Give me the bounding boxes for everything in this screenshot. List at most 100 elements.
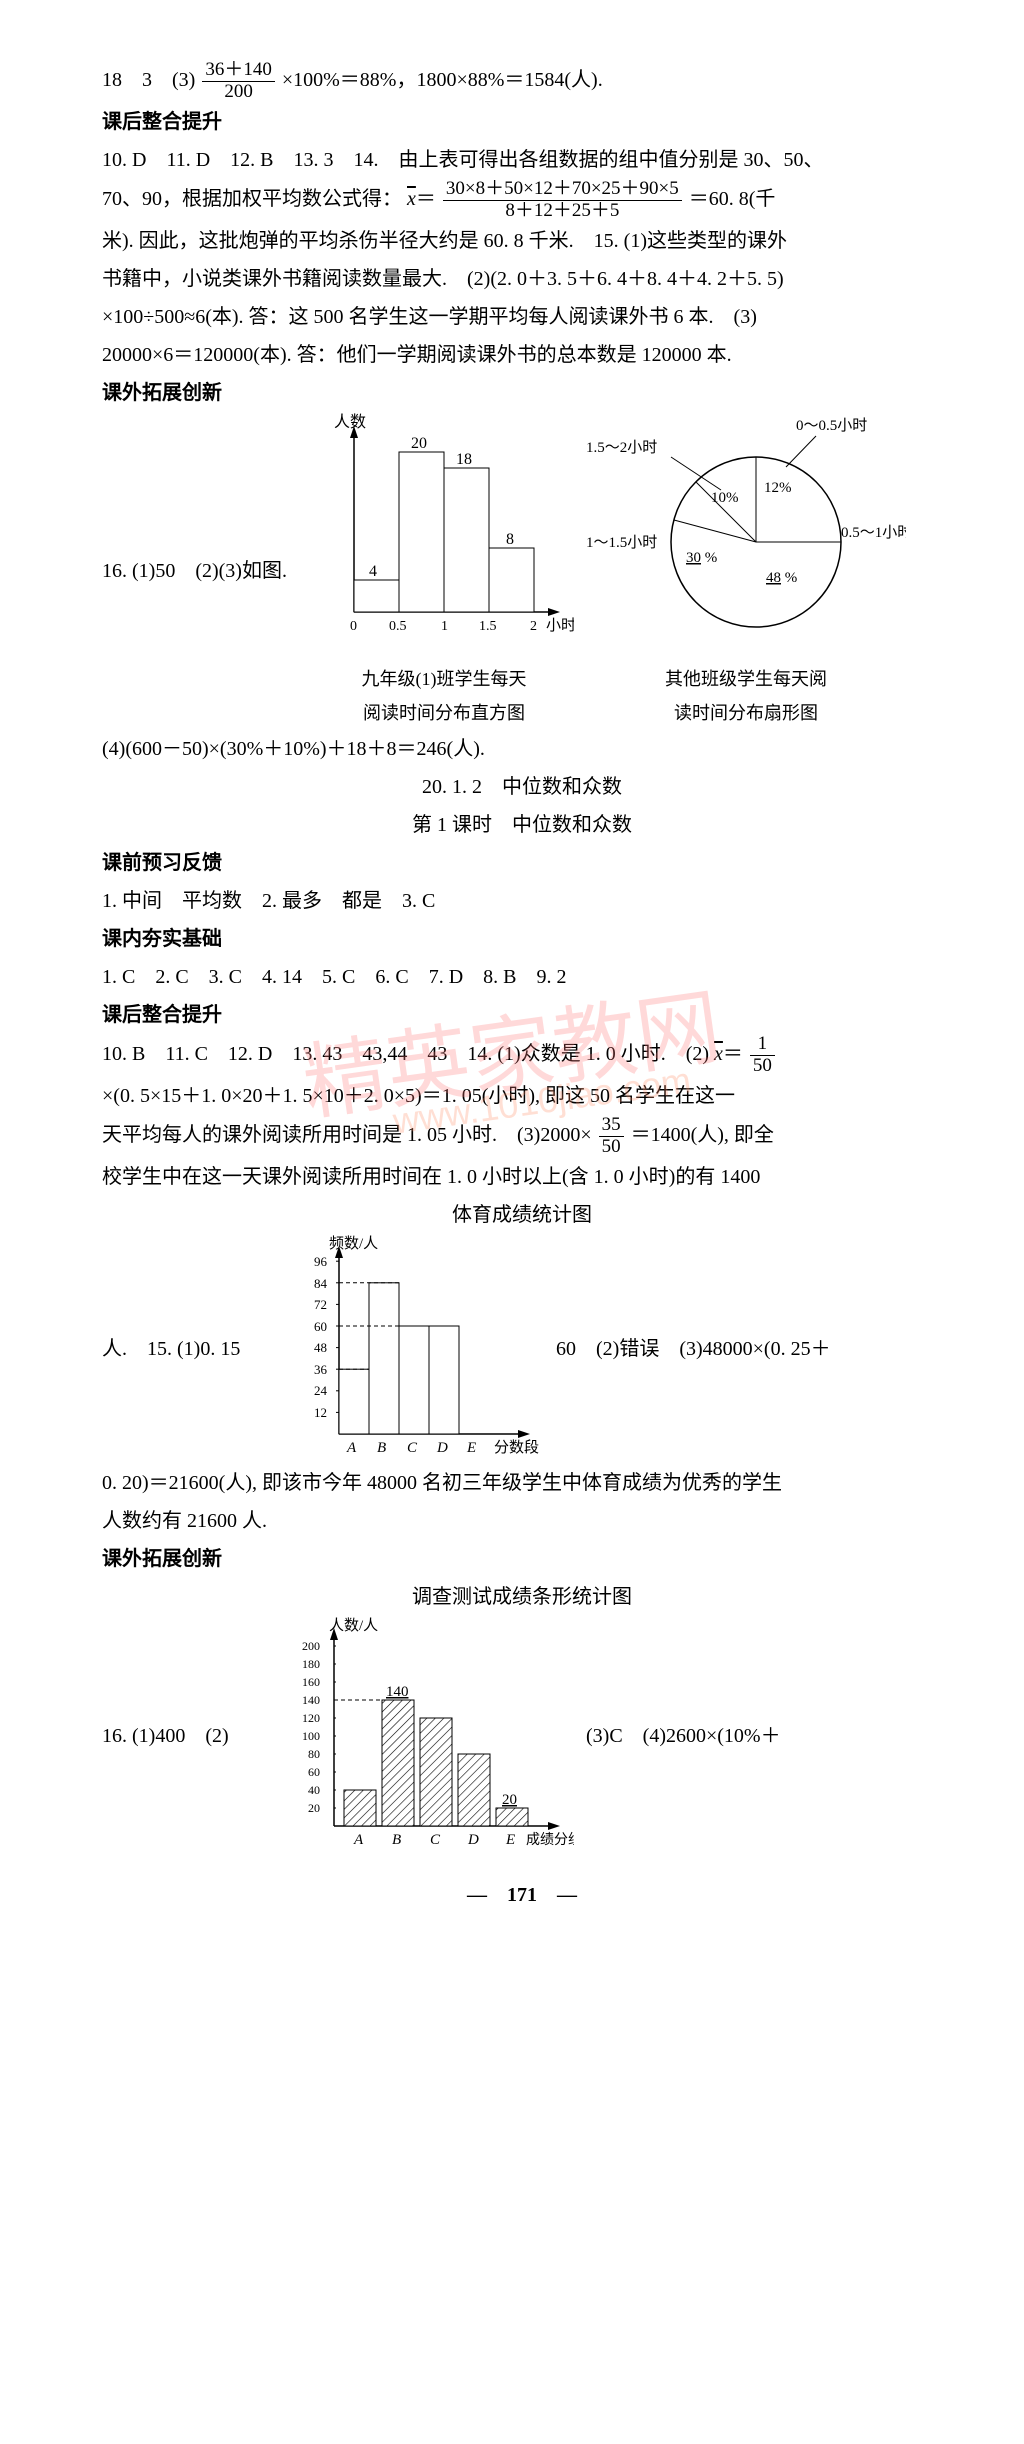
ylabel: 人数/人 <box>329 1617 378 1634</box>
answer-line: 天平均每人的课外阅读所用时间是 1. 05 小时. (3)2000× 35 50… <box>102 1115 942 1158</box>
svg-text:1.5: 1.5 <box>479 619 497 634</box>
answer-line: 校学生中在这一天课外阅读所用时间在 1. 0 小时以上(含 1. 0 小时)的有… <box>102 1158 942 1196</box>
svg-text:48: 48 <box>314 1340 327 1355</box>
bar-chart-svg: 频数/人 12 24 36 48 60 72 84 96 <box>284 1234 544 1464</box>
answer-line: 米). 因此，这批炮弹的平均杀伤半径大约是 60. 8 千米. 15. (1)这… <box>102 222 942 260</box>
numerator: 30×8＋50×12＋70×25＋90×5 <box>443 179 682 201</box>
caption: 其他班级学生每天阅 读时间分布扇形图 <box>586 662 906 730</box>
svg-text:0: 0 <box>350 619 357 634</box>
answer-line: (4)(600－50)×(30%＋10%)＋18＋8＝246(人). <box>102 730 942 768</box>
histogram-1: 人数 4 20 18 8 0 0.5 1 1.5 2 小时 九年级(1)班学生每… <box>314 412 574 730</box>
denominator: 8＋12＋25＋5 <box>443 201 682 222</box>
answer-line: ×100÷500≈6(本). 答：这 500 名学生这一学期平均每人阅读课外书 … <box>102 298 942 336</box>
svg-text:1～1.5小时: 1～1.5小时 <box>586 534 657 551</box>
histogram-2: 频数/人 12 24 36 48 60 72 84 96 <box>284 1234 544 1464</box>
denominator: 200 <box>202 82 275 103</box>
svg-text:C: C <box>430 1832 441 1848</box>
svg-text:0.5～1小时: 0.5～1小时 <box>841 524 906 541</box>
q15-mid: 60 (2)错误 (3)48000×(0. 25＋ <box>556 1330 942 1368</box>
q15-pre: 人. 15. (1)0. 15 <box>102 1330 272 1368</box>
text: 天平均每人的课外阅读所用时间是 1. 05 小时. (3)2000× <box>102 1124 592 1146</box>
svg-text:10%: 10% <box>711 490 739 506</box>
caption: 九年级(1)班学生每天 阅读时间分布直方图 <box>314 662 574 730</box>
svg-text:C: C <box>407 1440 418 1456</box>
svg-text:60: 60 <box>314 1319 327 1334</box>
section-heading: 课前预习反馈 <box>102 844 942 882</box>
page-footer: — 171 — <box>102 1876 942 1914</box>
denominator: 50 <box>750 1056 775 1077</box>
answer-line: 0. 20)＝21600(人), 即该市今年 48000 名初三年级学生中体育成… <box>102 1464 942 1502</box>
svg-text:200: 200 <box>302 1639 320 1653</box>
answer-line: 10. D 11. D 12. B 13. 3 14. 由上表可得出各组数据的组… <box>102 141 942 179</box>
yticks: 20 40 60 80 100 120 140 160 180 200 <box>302 1639 320 1815</box>
svg-text:E: E <box>466 1440 476 1456</box>
pie-chart-svg: 12% 10% 30 % 48 % 0～0.5小时 0.5～1小时 1.5～2小… <box>586 412 906 662</box>
svg-text:2: 2 <box>530 619 537 634</box>
answer-line: 18 3 (3) 36＋140 200 ×100%＝88%，1800×88%＝1… <box>102 60 942 103</box>
ylabel: 人数 <box>334 413 366 431</box>
svg-text:180: 180 <box>302 1657 320 1671</box>
svg-text:D: D <box>467 1832 479 1848</box>
ylabel: 频数/人 <box>329 1235 378 1252</box>
figure-row: 16. (1)400 (2) 人数/人 20 40 60 80 100 120 <box>102 1616 942 1856</box>
answer-line: ×(0. 5×15＋1. 0×20＋1. 5×10＋2. 0×5)＝1. 05(… <box>102 1077 942 1115</box>
bar <box>399 452 444 612</box>
x-bar: x <box>407 188 416 210</box>
answer-line: 70、90，根据加权平均数公式得： x＝ 30×8＋50×12＋70×25＋90… <box>102 179 942 222</box>
numerator: 35 <box>599 1115 624 1137</box>
svg-text:48 %: 48 % <box>766 570 797 586</box>
svg-text:B: B <box>377 1440 386 1456</box>
answer-line: 1. 中间 平均数 2. 最多 都是 3. C <box>102 882 942 920</box>
svg-text:40: 40 <box>308 1783 320 1797</box>
bar <box>444 468 489 612</box>
svg-text:24: 24 <box>314 1383 328 1398</box>
svg-text:100: 100 <box>302 1729 320 1743</box>
xlabel: 成绩分组 <box>526 1832 574 1848</box>
svg-text:160: 160 <box>302 1675 320 1689</box>
answer-line: 书籍中，小说类课外书籍阅读数量最大. (2)(2. 0＋3. 5＋6. 4＋8.… <box>102 260 942 298</box>
svg-text:60: 60 <box>308 1765 320 1779</box>
svg-text:120: 120 <box>302 1711 320 1725</box>
svg-text:0.5: 0.5 <box>389 619 407 634</box>
text: ＝1400(人), 即全 <box>631 1124 774 1146</box>
svg-text:84: 84 <box>314 1276 328 1291</box>
svg-text:36: 36 <box>314 1362 328 1377</box>
xlabel: 分数段 <box>494 1439 539 1456</box>
svg-text:96: 96 <box>314 1254 328 1269</box>
answer-line: 1. C 2. C 3. C 4. 14 5. C 6. C 7. D 8. B… <box>102 958 942 996</box>
svg-text:0～0.5小时: 0～0.5小时 <box>796 417 867 434</box>
page-number: 171 <box>507 1884 537 1906</box>
fraction: 36＋140 200 <box>202 60 275 103</box>
answer-line: 10. B 11. C 12. D 13. 43 43,44 43 14. (1… <box>102 1034 942 1077</box>
bar <box>354 580 399 612</box>
svg-text:20: 20 <box>502 1792 517 1808</box>
text: ＝60. 8(千 <box>689 188 776 210</box>
answer-line: 20000×6＝120000(本). 答：他们一学期阅读课外书的总本数是 120… <box>102 336 942 374</box>
bar-label: 20 <box>411 435 427 452</box>
yticks: 12 24 36 48 60 72 84 96 <box>314 1254 339 1420</box>
chart-title: 调查测试成绩条形统计图 <box>102 1578 942 1616</box>
svg-text:1: 1 <box>441 619 448 634</box>
fraction: 30×8＋50×12＋70×25＋90×5 8＋12＋25＋5 <box>443 179 682 222</box>
svg-text:D: D <box>436 1440 448 1456</box>
section-heading: 课外拓展创新 <box>102 1540 942 1578</box>
pie-chart: 12% 10% 30 % 48 % 0～0.5小时 0.5～1小时 1.5～2小… <box>586 412 906 730</box>
q16b-post: (3)C (4)2600×(10%＋ <box>586 1717 942 1755</box>
bar-label: 8 <box>506 531 514 548</box>
answer-line: 人数约有 21600 人. <box>102 1502 942 1540</box>
x-bar: x <box>714 1043 723 1065</box>
xlabels: ABCDE <box>353 1832 515 1848</box>
figure-row: 16. (1)50 (2)(3)如图. 人数 4 20 18 8 0 0.5 1… <box>102 412 942 730</box>
svg-text:12: 12 <box>314 1405 327 1420</box>
section-heading: 课后整合提升 <box>102 996 942 1034</box>
numerator: 36＋140 <box>202 60 275 82</box>
subsection-title: 20. 1. 2 中位数和众数 <box>102 768 942 806</box>
denominator: 50 <box>599 1137 624 1158</box>
bar-label: 18 <box>456 451 472 468</box>
bar-chart-svg: 人数 4 20 18 8 0 0.5 1 1.5 2 小时 <box>314 412 574 662</box>
svg-text:A: A <box>346 1440 357 1456</box>
subsection-title: 第 1 课时 中位数和众数 <box>102 806 942 844</box>
text: 70、90，根据加权平均数公式得： <box>102 188 402 210</box>
svg-text:12%: 12% <box>764 480 792 496</box>
svg-text:A: A <box>353 1832 364 1848</box>
